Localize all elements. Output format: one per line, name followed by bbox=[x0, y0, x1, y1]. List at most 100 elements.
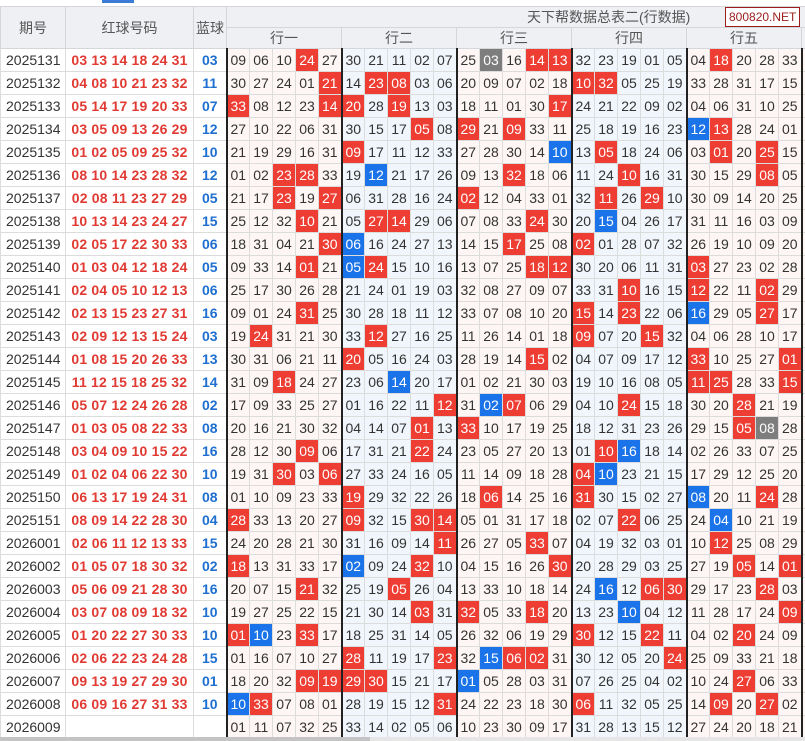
number-cell: 05 bbox=[364, 347, 388, 371]
number-cell: 19 bbox=[364, 692, 388, 716]
number-cell-partial bbox=[800, 416, 805, 440]
number-cell: 27 bbox=[755, 347, 779, 371]
issue-number: 2026009 bbox=[0, 715, 66, 739]
number-cell: 26 bbox=[479, 324, 503, 348]
number-cell: 18 bbox=[525, 163, 549, 187]
number-cell-red-hit: 23 bbox=[364, 71, 388, 95]
number-cell: 02 bbox=[525, 71, 549, 95]
number-cell: 31 bbox=[249, 232, 273, 256]
number-cell: 19 bbox=[226, 462, 250, 486]
number-cell-partial bbox=[800, 646, 805, 670]
number-cell: 12 bbox=[433, 301, 457, 325]
number-cell: 10 bbox=[755, 324, 779, 348]
number-cell: 25 bbox=[226, 278, 250, 302]
number-cell: 14 bbox=[755, 554, 779, 578]
number-cell: 30 bbox=[502, 140, 526, 164]
red-balls: 10 13 14 23 24 27 bbox=[65, 209, 194, 233]
blue-ball: 02 bbox=[193, 554, 228, 578]
number-cell: 20 bbox=[732, 715, 756, 739]
number-cell: 28 bbox=[594, 554, 618, 578]
number-cell: 19 bbox=[340, 163, 365, 187]
red-balls: 03 07 08 09 18 32 bbox=[65, 600, 194, 624]
number-cell: 10 bbox=[455, 715, 480, 739]
number-cell: 02 bbox=[709, 623, 733, 647]
group-header-4: 行四 bbox=[571, 27, 687, 49]
number-cell-red-hit: 28 bbox=[755, 577, 779, 601]
table-row: 2026009 01 11 07 32 25 33 14 02 05 06 10 23 30 09 17 31 2… bbox=[0, 715, 805, 739]
number-cell-red-hit: 30 bbox=[548, 554, 572, 578]
number-cell-blue-hit: 15 bbox=[594, 209, 618, 233]
number-cell-red-hit: 29 bbox=[455, 117, 480, 141]
active-tab-indicator[interactable] bbox=[102, 0, 134, 3]
horizontal-scrollbar[interactable] bbox=[0, 737, 805, 741]
table-row: 2026002 01 05 07 18 30 32 02 18 13 31 33 17 02 09… bbox=[0, 554, 805, 578]
number-cell-partial bbox=[800, 255, 805, 279]
number-cell-red-hit: 32 bbox=[594, 71, 618, 95]
number-cell-red-hit: 28 bbox=[295, 163, 319, 187]
number-cell-partial bbox=[800, 531, 805, 555]
number-cell: 14 bbox=[410, 623, 434, 647]
number-cell: 27 bbox=[685, 715, 710, 739]
number-cell: 26 bbox=[525, 554, 549, 578]
table-row: 2026008 06 09 16 27 31 33 10 10 33 07 08 01 28 19… bbox=[0, 692, 805, 716]
table-row: 2025141 02 04 05 10 12 13 06 25 17 30 26 28 21 24… bbox=[0, 278, 805, 302]
number-cell: 33 bbox=[249, 255, 273, 279]
number-cell-red-hit: 18 bbox=[709, 48, 733, 72]
number-cell: 18 bbox=[455, 485, 480, 509]
number-cell-red-hit: 01 bbox=[226, 623, 250, 647]
table-body: 2025131 03 13 14 18 24 31 03 09 06 10 24 27 30 21… bbox=[0, 48, 805, 739]
number-cell: 33 bbox=[272, 393, 296, 417]
number-cell: 01 bbox=[594, 232, 618, 256]
number-cell: 30 bbox=[318, 324, 342, 348]
number-cell: 11 bbox=[732, 485, 756, 509]
blue-ball: 08 bbox=[193, 416, 228, 440]
number-cell: 04 bbox=[455, 554, 480, 578]
number-cell: 27 bbox=[318, 370, 342, 394]
number-cell: 01 bbox=[295, 71, 319, 95]
number-cell: 21 bbox=[318, 209, 342, 233]
number-cell: 28 bbox=[778, 416, 802, 440]
number-cell: 03 bbox=[525, 669, 549, 693]
scrollbar-thumb[interactable] bbox=[0, 737, 370, 741]
number-cell: 18 bbox=[663, 393, 687, 417]
number-cell-red-hit: 30 bbox=[318, 232, 342, 256]
blue-ball bbox=[193, 715, 228, 739]
number-cell: 30 bbox=[364, 600, 388, 624]
number-cell: 31 bbox=[249, 347, 273, 371]
number-cell: 03 bbox=[640, 554, 664, 578]
number-cell: 24 bbox=[594, 163, 618, 187]
number-cell: 14 bbox=[479, 462, 503, 486]
number-cell: 23 bbox=[617, 462, 641, 486]
blue-ball: 03 bbox=[193, 48, 228, 72]
number-cell: 24 bbox=[272, 71, 296, 95]
red-balls: 02 08 11 23 27 29 bbox=[65, 186, 194, 210]
number-cell-red-hit: 27 bbox=[318, 186, 342, 210]
number-cell: 20 bbox=[525, 439, 549, 463]
number-cell: 30 bbox=[570, 646, 595, 670]
number-cell: 11 bbox=[479, 94, 503, 118]
number-cell-red-hit: 30 bbox=[570, 623, 595, 647]
number-cell: 09 bbox=[778, 209, 802, 233]
number-cell-red-hit: 01 bbox=[295, 255, 319, 279]
number-cell-red-hit: 06 bbox=[318, 462, 342, 486]
number-cell-partial bbox=[800, 462, 805, 486]
number-cell: 19 bbox=[226, 324, 250, 348]
number-cell: 05 bbox=[640, 692, 664, 716]
red-balls: 05 14 17 19 20 33 bbox=[65, 94, 194, 118]
number-cell-red-hit: 09 bbox=[502, 117, 526, 141]
number-cell: 25 bbox=[778, 94, 802, 118]
header-red-balls: 红球号码 bbox=[65, 6, 194, 49]
red-balls: 02 13 15 23 27 31 bbox=[65, 301, 194, 325]
number-cell: 19 bbox=[295, 186, 319, 210]
number-cell: 17 bbox=[525, 508, 549, 532]
number-cell: 27 bbox=[479, 531, 503, 555]
number-cell: 30 bbox=[502, 715, 526, 739]
number-cell: 15 bbox=[387, 692, 411, 716]
number-cell: 33 bbox=[318, 163, 342, 187]
number-cell-red-hit: 10 bbox=[594, 439, 618, 463]
number-cell: 01 bbox=[778, 117, 802, 141]
blue-ball: 10 bbox=[193, 600, 228, 624]
number-cell: 31 bbox=[548, 646, 572, 670]
number-cell: 06 bbox=[340, 186, 365, 210]
issue-number: 2026006 bbox=[0, 646, 66, 670]
